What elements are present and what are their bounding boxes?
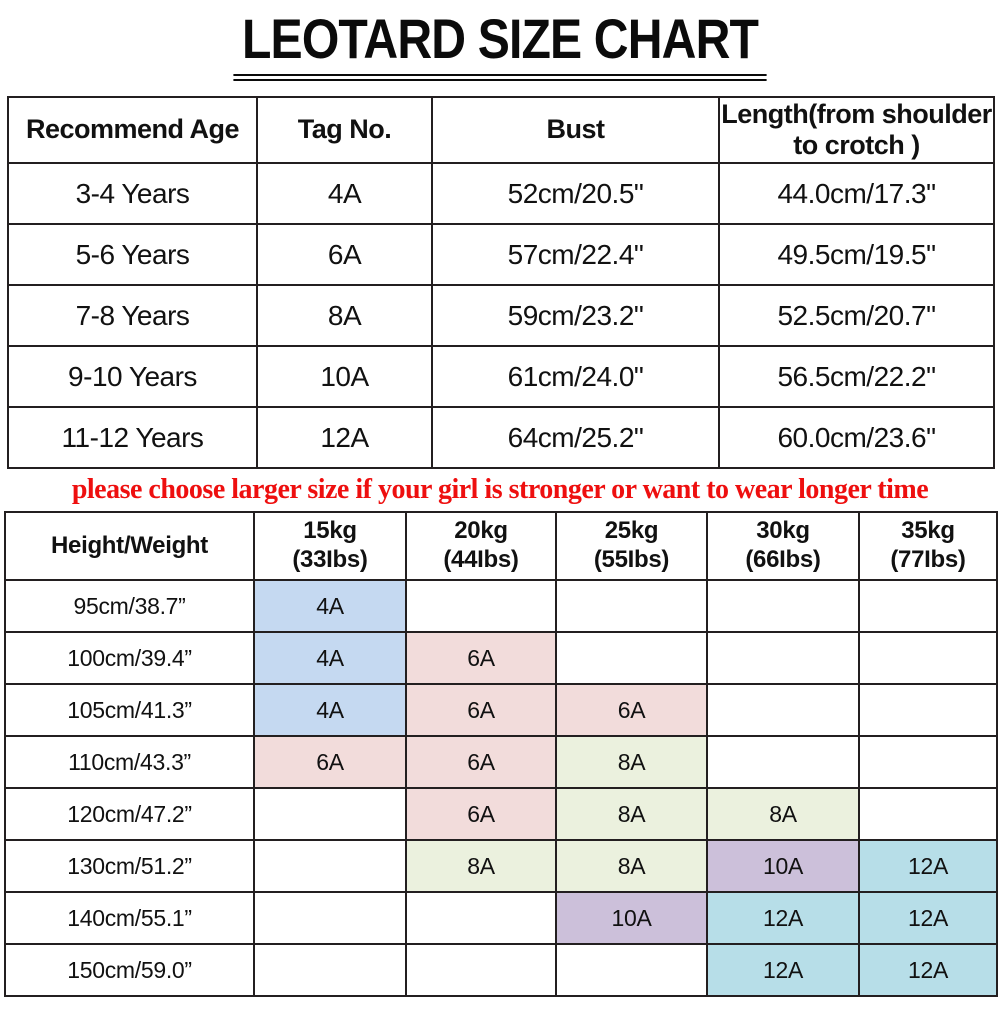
height-weight-table: Height/Weight 15kg (33Ibs) 20kg (44Ibs) … [4,511,998,997]
size-cell: 10A [555,891,708,945]
size-cell [555,579,708,633]
age-cell: 11-12 Years [7,406,258,469]
size-cell [706,735,860,789]
header-length: Length(from shoulder to crotch ) [718,96,995,164]
size-table: Recommend Age Tag No. Bust Length(from s… [7,96,995,469]
size-cell: 12A [858,891,998,945]
tag-cell: 4A [256,162,433,225]
bust-cell: 59cm/23.2" [431,284,720,347]
tag-cell: 10A [256,345,433,408]
size-cell [253,787,407,841]
header-height-weight: Height/Weight [4,511,255,581]
size-cell [858,579,998,633]
matrix-row: 95cm/38.7” 4A [4,579,998,633]
header-weight-15kg: 15kg (33Ibs) [253,511,407,581]
table-row: 5-6 Years 6A 57cm/22.4" 49.5cm/19.5" [7,223,995,286]
size-cell: 8A [555,839,708,893]
header-recommend-age: Recommend Age [7,96,258,164]
matrix-row: 120cm/47.2” 6A 8A 8A [4,787,998,841]
size-cell [253,891,407,945]
length-cell: 44.0cm/17.3" [718,162,995,225]
length-cell: 56.5cm/22.2" [718,345,995,408]
length-cell: 52.5cm/20.7" [718,284,995,347]
size-cell [405,579,557,633]
tag-cell: 8A [256,284,433,347]
age-cell: 3-4 Years [7,162,258,225]
height-label: 130cm/51.2” [4,839,255,893]
size-cell [706,683,860,737]
height-label: 95cm/38.7” [4,579,255,633]
header-weight-30kg: 30kg (66Ibs) [706,511,860,581]
size-advice-note: please choose larger size if your girl i… [71,474,929,505]
bust-cell: 64cm/25.2" [431,406,720,469]
size-cell: 12A [706,891,860,945]
header-weight-20kg: 20kg (44Ibs) [405,511,557,581]
table-row: 3-4 Years 4A 52cm/20.5" 44.0cm/17.3" [7,162,995,225]
size-cell [858,683,998,737]
size-cell: 6A [405,787,557,841]
table-row: 7-8 Years 8A 59cm/23.2" 52.5cm/20.7" [7,284,995,347]
age-cell: 5-6 Years [7,223,258,286]
length-cell: 60.0cm/23.6" [718,406,995,469]
size-cell [858,787,998,841]
size-cell: 8A [405,839,557,893]
height-label: 150cm/59.0” [4,943,255,997]
size-cell: 6A [253,735,407,789]
size-cell: 8A [555,735,708,789]
matrix-row: 140cm/55.1” 10A 12A 12A [4,891,998,945]
height-label: 110cm/43.3” [4,735,255,789]
size-cell: 4A [253,579,407,633]
size-cell [858,735,998,789]
size-cell [405,943,557,997]
header-bust: Bust [431,96,720,164]
bust-cell: 57cm/22.4" [431,223,720,286]
matrix-row: 130cm/51.2” 8A 8A 10A 12A [4,839,998,893]
matrix-row: 150cm/59.0” 12A 12A [4,943,998,997]
size-cell [555,943,708,997]
age-cell: 7-8 Years [7,284,258,347]
size-cell: 12A [858,943,998,997]
size-cell [858,631,998,685]
bust-cell: 52cm/20.5" [431,162,720,225]
length-cell: 49.5cm/19.5" [718,223,995,286]
height-label: 105cm/41.3” [4,683,255,737]
size-cell: 8A [706,787,860,841]
tag-cell: 6A [256,223,433,286]
size-cell: 12A [858,839,998,893]
size-cell: 12A [706,943,860,997]
page-title: LEOTARD SIZE CHART [233,9,767,81]
height-label: 100cm/39.4” [4,631,255,685]
size-table-header-row: Recommend Age Tag No. Bust Length(from s… [7,96,995,164]
header-tag-no: Tag No. [256,96,433,164]
size-cell: 4A [253,683,407,737]
size-cell: 4A [253,631,407,685]
matrix-row: 110cm/43.3” 6A 6A 8A [4,735,998,789]
size-cell [253,943,407,997]
matrix-header-row: Height/Weight 15kg (33Ibs) 20kg (44Ibs) … [4,511,998,581]
header-weight-25kg: 25kg (55Ibs) [555,511,708,581]
table-row: 9-10 Years 10A 61cm/24.0" 56.5cm/22.2" [7,345,995,408]
tag-cell: 12A [256,406,433,469]
matrix-row: 105cm/41.3” 4A 6A 6A [4,683,998,737]
height-label: 120cm/47.2” [4,787,255,841]
size-cell: 10A [706,839,860,893]
table-row: 11-12 Years 12A 64cm/25.2" 60.0cm/23.6" [7,406,995,469]
header-weight-35kg: 35kg (77Ibs) [858,511,998,581]
size-cell: 6A [555,683,708,737]
bust-cell: 61cm/24.0" [431,345,720,408]
size-cell [706,579,860,633]
size-cell [405,891,557,945]
matrix-row: 100cm/39.4” 4A 6A [4,631,998,685]
size-cell [555,631,708,685]
size-cell [706,631,860,685]
height-label: 140cm/55.1” [4,891,255,945]
age-cell: 9-10 Years [7,345,258,408]
size-cell: 6A [405,683,557,737]
size-cell: 6A [405,631,557,685]
size-cell: 8A [555,787,708,841]
size-cell: 6A [405,735,557,789]
title-bar: LEOTARD SIZE CHART [0,9,1000,94]
size-cell [253,839,407,893]
